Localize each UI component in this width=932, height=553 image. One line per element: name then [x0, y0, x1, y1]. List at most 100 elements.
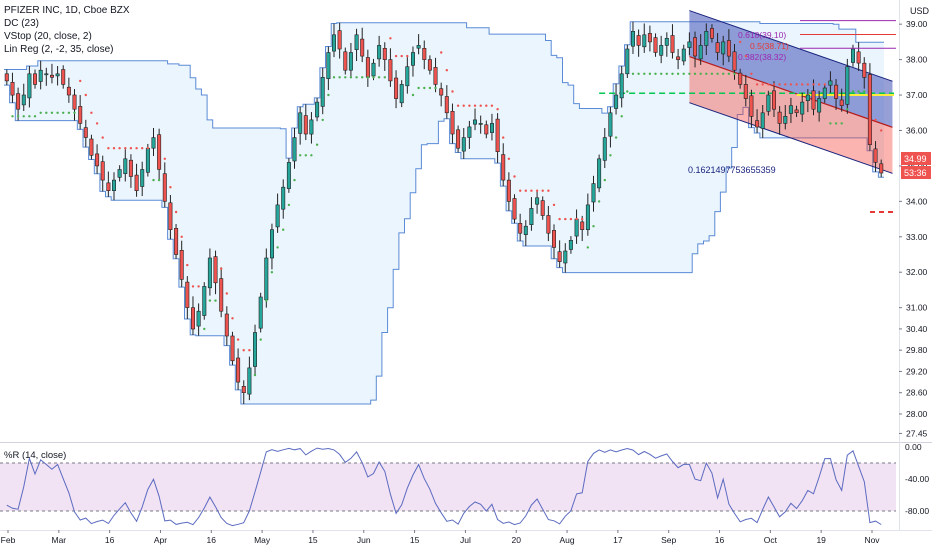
candle: [303, 104, 308, 141]
vstop-dot: [423, 86, 426, 90]
vstop-dot: [637, 72, 640, 76]
candle-body: [365, 57, 370, 78]
candle-body: [179, 250, 184, 280]
vstop-dot: [276, 246, 279, 249]
candle: [472, 108, 477, 131]
vstop-dot: [581, 217, 584, 221]
vstop-dot: [231, 317, 234, 320]
candle-body: [348, 52, 353, 71]
candle-body: [749, 95, 754, 117]
vstop-dot: [789, 83, 793, 86]
vstop-dot: [411, 93, 415, 97]
candle: [822, 83, 827, 103]
candle-body: [4, 73, 9, 82]
candle-body: [106, 182, 111, 191]
candle: [506, 172, 511, 211]
candle: [568, 236, 573, 254]
candle: [478, 115, 483, 134]
time-tick-label: Sep: [661, 535, 676, 545]
vstop-dot: [513, 175, 516, 178]
vstop-dot: [394, 54, 398, 58]
candle-body: [766, 94, 771, 112]
candle-body: [422, 47, 427, 60]
vstop-dot: [519, 189, 522, 192]
candle: [21, 83, 26, 111]
candle-body: [574, 218, 579, 237]
vstop-dot: [863, 90, 866, 93]
candle-body: [760, 112, 765, 129]
candle: [495, 113, 500, 164]
candle: [805, 89, 810, 113]
candle-body: [78, 106, 83, 124]
candle-body: [326, 52, 331, 80]
candle-body: [320, 77, 325, 107]
candle-body: [83, 127, 88, 138]
vstop-dot: [135, 147, 138, 150]
candle-body: [856, 51, 861, 64]
dc-band-fill: [4, 21, 884, 404]
candle-body: [405, 66, 410, 87]
vstop-dot: [112, 147, 116, 150]
candle-body: [546, 215, 551, 234]
candle-body: [185, 281, 190, 308]
time-tick-label: 20: [512, 535, 522, 545]
indicator-vstop[interactable]: VStop (20, close, 2): [4, 31, 92, 42]
wr-band: [0, 463, 896, 511]
candle-body: [704, 30, 709, 46]
candle: [834, 79, 839, 110]
candle: [394, 70, 399, 109]
price-axis[interactable]: 39.00 38.00 37.00 36.00 35.00 34.00 33.00 32.00…: [899, 19, 928, 438]
candle: [410, 46, 415, 77]
candle-body: [845, 66, 850, 105]
candle-body: [315, 101, 320, 118]
vstop-dot: [654, 72, 657, 76]
time-axis[interactable]: Feb Mar 16 Apr 16 May 15 Jun 15 Jul 20 Aug 17 Sep 16 Oc…: [1, 530, 881, 545]
candle: [196, 303, 201, 336]
time-tick-label: 19: [816, 535, 826, 545]
candle-body: [817, 98, 822, 113]
vstop-dot: [361, 76, 364, 79]
candle: [738, 68, 743, 89]
candle: [433, 57, 438, 93]
vstop-dot: [851, 90, 855, 93]
time-tick-label: Aug: [559, 535, 574, 545]
vstop-dot: [389, 37, 392, 40]
price-tick-label: 28.60: [906, 388, 928, 398]
vstop-dot: [868, 100, 872, 104]
candle: [625, 44, 630, 79]
candle-body: [174, 228, 179, 255]
price-tick-label: 31.00: [906, 303, 928, 313]
candle-body: [371, 62, 376, 77]
candle-body: [850, 48, 855, 63]
candle: [112, 172, 117, 201]
indicator-dc[interactable]: DC (23): [4, 18, 40, 29]
candle: [286, 158, 291, 193]
vstop-dot: [626, 90, 629, 93]
chart-legend[interactable]: PFIZER INC, 1D, Cboe BZX DC (23) VStop (…: [4, 4, 130, 56]
candle-body: [614, 94, 619, 109]
candle-body: [777, 111, 782, 124]
candle: [755, 109, 760, 133]
candle-body: [128, 159, 133, 177]
candle: [467, 120, 472, 149]
candle-body: [16, 93, 21, 110]
fib-label-0382: 0.382(38.32): [738, 52, 786, 62]
vstop-dot: [417, 86, 420, 90]
candle: [230, 331, 235, 366]
vstop-dot: [270, 271, 274, 274]
candle-body: [681, 48, 686, 62]
indicator-linreg[interactable]: Lin Reg (2, -2, 35, close): [4, 44, 114, 55]
candle: [484, 120, 489, 139]
candle: [647, 25, 652, 52]
candle-body: [563, 250, 568, 264]
vstop-dot: [530, 189, 533, 192]
candle-body: [529, 208, 534, 225]
candle: [241, 380, 246, 405]
candle-body: [467, 126, 472, 138]
vstop-dot: [750, 72, 753, 76]
price-tick-label: 29.20: [906, 366, 928, 376]
time-tick-label: 17: [613, 535, 623, 545]
vstop-dot: [383, 76, 386, 79]
symbol-title[interactable]: PFIZER INC, 1D, Cboe BZX: [4, 5, 130, 16]
